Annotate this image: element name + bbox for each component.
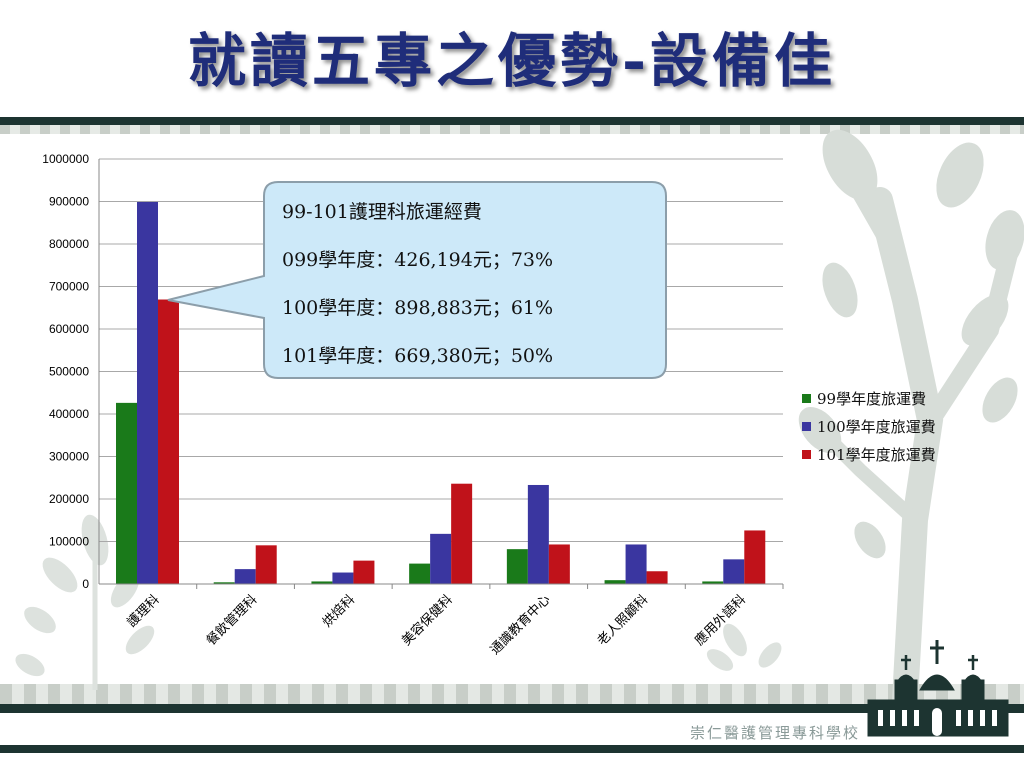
- bottom-dark-band-lower: [0, 745, 1024, 753]
- y-tick-label: 500000: [49, 365, 89, 379]
- x-category-label: 老人照顧科: [595, 592, 652, 649]
- bottom-dark-band: [0, 704, 1024, 713]
- legend-item-99: 99學年度旅運費: [802, 384, 936, 412]
- bar-0-1: [213, 582, 235, 584]
- bar-1-0: [137, 201, 158, 584]
- x-category-label: 烘焙科: [320, 592, 358, 630]
- y-tick-label: 1000000: [42, 152, 89, 166]
- bottom-pattern-band: [0, 684, 1024, 704]
- bar-1-5: [625, 544, 647, 584]
- bar-0-6: [702, 581, 724, 584]
- bar-2-3: [451, 483, 473, 584]
- bar-0-0: [116, 402, 137, 584]
- bar-1-3: [430, 533, 452, 584]
- top-pattern-band: [0, 125, 1024, 134]
- y-tick-label: 100000: [49, 535, 89, 549]
- tree-decoration: [798, 129, 1024, 713]
- x-category-label: 餐飲管理科: [203, 592, 260, 649]
- bar-0-4: [506, 549, 528, 584]
- callout-line-heading: 99-101護理科旅運經費: [282, 201, 482, 223]
- legend-swatch-99: [802, 393, 811, 403]
- y-tick-label: 300000: [49, 450, 89, 464]
- y-tick-label: 600000: [49, 322, 89, 336]
- bar-2-6: [744, 530, 766, 584]
- chart-legend: 99學年度旅運費 100學年度旅運費 101學年度旅運費: [802, 384, 936, 468]
- y-tick-label: 900000: [49, 195, 89, 209]
- bar-1-1: [234, 569, 256, 584]
- callout-text: 99-101護理科旅運經費 099學年度：426,194元；73% 100學年度…: [282, 196, 652, 388]
- x-category-label: 美容保健科: [399, 592, 456, 649]
- school-logo: [867, 640, 1009, 737]
- bar-1-6: [723, 559, 745, 584]
- bar-0-3: [409, 563, 431, 584]
- bar-0-2: [311, 581, 333, 584]
- y-tick-label: 700000: [49, 280, 89, 294]
- bar-2-2: [353, 560, 375, 584]
- y-tick-label: 400000: [49, 407, 89, 421]
- y-tick-label: 0: [82, 577, 89, 591]
- bar-1-4: [527, 484, 549, 584]
- bar-2-0: [158, 299, 179, 584]
- callout-line-101: 101學年度：669,380元；50%: [282, 345, 554, 367]
- legend-label-100: 100學年度旅運費: [817, 417, 936, 436]
- y-tick-label: 800000: [49, 237, 89, 251]
- bar-2-5: [646, 571, 668, 584]
- callout-line-099: 099學年度：426,194元；73%: [282, 249, 554, 271]
- callout-line-100: 100學年度：898,883元；61%: [282, 297, 554, 319]
- top-dark-band: [0, 117, 1024, 125]
- bar-0-5: [604, 580, 626, 584]
- legend-item-100: 100學年度旅運費: [802, 412, 936, 440]
- page-title: 就讀五專之優勢-設備佳: [187, 27, 837, 95]
- legend-label-99: 99學年度旅運費: [817, 389, 927, 408]
- legend-item-101: 101學年度旅運費: [802, 440, 936, 468]
- bar-1-2: [332, 572, 354, 584]
- bar-2-4: [548, 544, 570, 584]
- callout-bubble: [167, 181, 667, 379]
- y-tick-label: 200000: [49, 492, 89, 506]
- legend-swatch-101: [802, 449, 811, 459]
- school-name: 崇仁醫護管理專科學校: [689, 724, 860, 742]
- x-category-label: 通識教育中心: [487, 592, 553, 658]
- legend-swatch-100: [802, 421, 811, 431]
- plant-decoration-right: [706, 623, 782, 671]
- bar-2-1: [255, 545, 277, 584]
- legend-label-101: 101學年度旅運費: [817, 445, 936, 464]
